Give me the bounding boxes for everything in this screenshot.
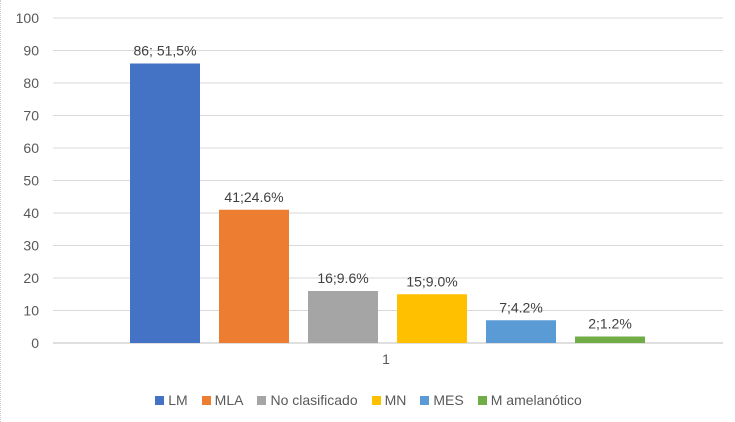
y-tick-label: 50 [23,173,39,189]
y-tick-label: 20 [23,270,39,286]
legend-label: No clasificado [270,392,358,408]
y-tick-label: 90 [23,43,39,59]
legend-item: LM [155,392,188,408]
y-tick-label: 100 [16,10,40,26]
bar-mn [397,294,467,343]
legend-swatch [420,395,430,405]
legend-item: MN [371,392,407,408]
data-label: 2;1.2% [588,316,632,332]
data-label: 86; 51,5% [133,43,196,59]
y-tick-label: 60 [23,140,39,156]
y-tick-label: 80 [23,75,39,91]
legend-swatch [155,395,165,405]
legend-item: MLA [201,392,244,408]
y-tick-label: 30 [23,238,39,254]
bar-m-amelanótico [575,336,645,343]
data-label: 16;9.6% [317,270,368,286]
legend-label: M amelanótico [490,392,582,408]
legend: LM MLA No clasificado MN MES M amelanótico [1,392,735,408]
legend-item: MES [420,392,464,408]
bar-no-clasificado [308,291,378,343]
legend-swatch [257,395,267,405]
data-label: 7;4.2% [499,299,543,315]
y-tick-label: 70 [23,108,39,124]
x-category-label: 1 [382,351,390,367]
legend-swatch [201,395,211,405]
y-tick-label: 40 [23,205,39,221]
legend-label: MES [433,392,464,408]
legend-swatch [371,395,381,405]
data-label: 41;24.6% [224,189,283,205]
y-tick-label: 10 [23,303,39,319]
data-label: 15;9.0% [406,273,457,289]
legend-item: M amelanótico [477,392,582,408]
bar-lm [130,63,200,343]
legend-swatch [477,395,487,405]
legend-label: LM [168,392,188,408]
y-tick-label: 0 [31,335,39,351]
bar-mes [486,320,556,343]
legend-label: MLA [214,392,244,408]
legend-item: No clasificado [257,392,358,408]
legend-label: MN [384,392,407,408]
bar-mla [219,209,289,343]
